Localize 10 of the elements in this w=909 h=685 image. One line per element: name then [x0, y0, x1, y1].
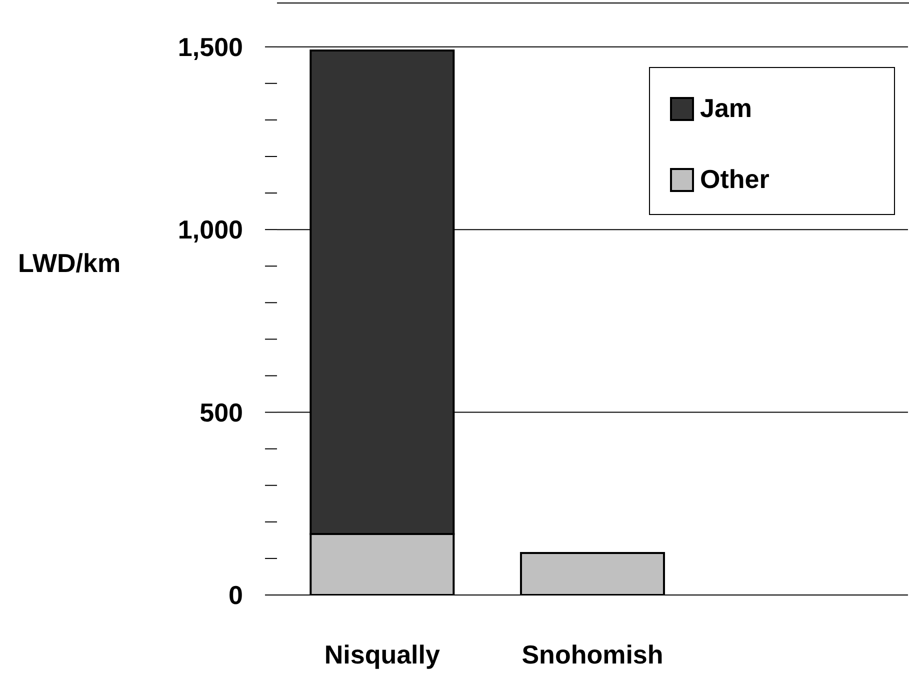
x-tick-label: Snohomish	[522, 639, 664, 670]
legend-label: Jam	[700, 93, 752, 124]
y-tick-label: 500	[200, 397, 243, 428]
x-tick-label: Nisqually	[324, 639, 440, 670]
y-tick-label: 0	[228, 580, 243, 610]
y-tick-label: 1,500	[178, 32, 243, 62]
y-tick-label: 1,000	[178, 214, 243, 245]
bar	[520, 552, 665, 595]
y-axis-title: LWD/km	[18, 248, 121, 278]
legend-label: Other	[700, 164, 770, 195]
